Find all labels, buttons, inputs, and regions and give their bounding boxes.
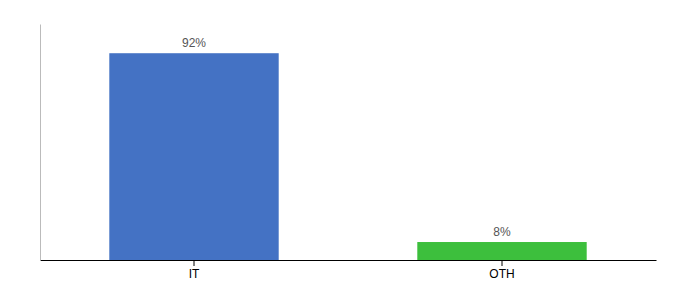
data-labels: 92% 8% <box>182 36 511 239</box>
x-tick-label: OTH <box>489 267 514 281</box>
bar <box>417 242 586 260</box>
data-label: 8% <box>493 225 511 239</box>
chart: IT OTH 92% 8% <box>0 0 680 300</box>
x-axis-line <box>41 260 657 261</box>
bars <box>109 53 586 260</box>
y-axis-line <box>40 25 41 261</box>
x-tick-mark <box>502 260 503 266</box>
x-tick-mark <box>194 260 195 266</box>
chart-container: IT OTH 92% 8% <box>0 0 680 300</box>
x-axis: IT OTH <box>41 260 657 281</box>
y-axis <box>40 25 41 261</box>
x-tick-label: IT <box>189 267 200 281</box>
bar <box>109 53 278 260</box>
x-tick: IT <box>189 260 200 281</box>
plot-area: IT OTH 92% 8% <box>41 25 657 281</box>
x-tick: OTH <box>489 260 514 281</box>
data-label: 92% <box>182 36 206 50</box>
